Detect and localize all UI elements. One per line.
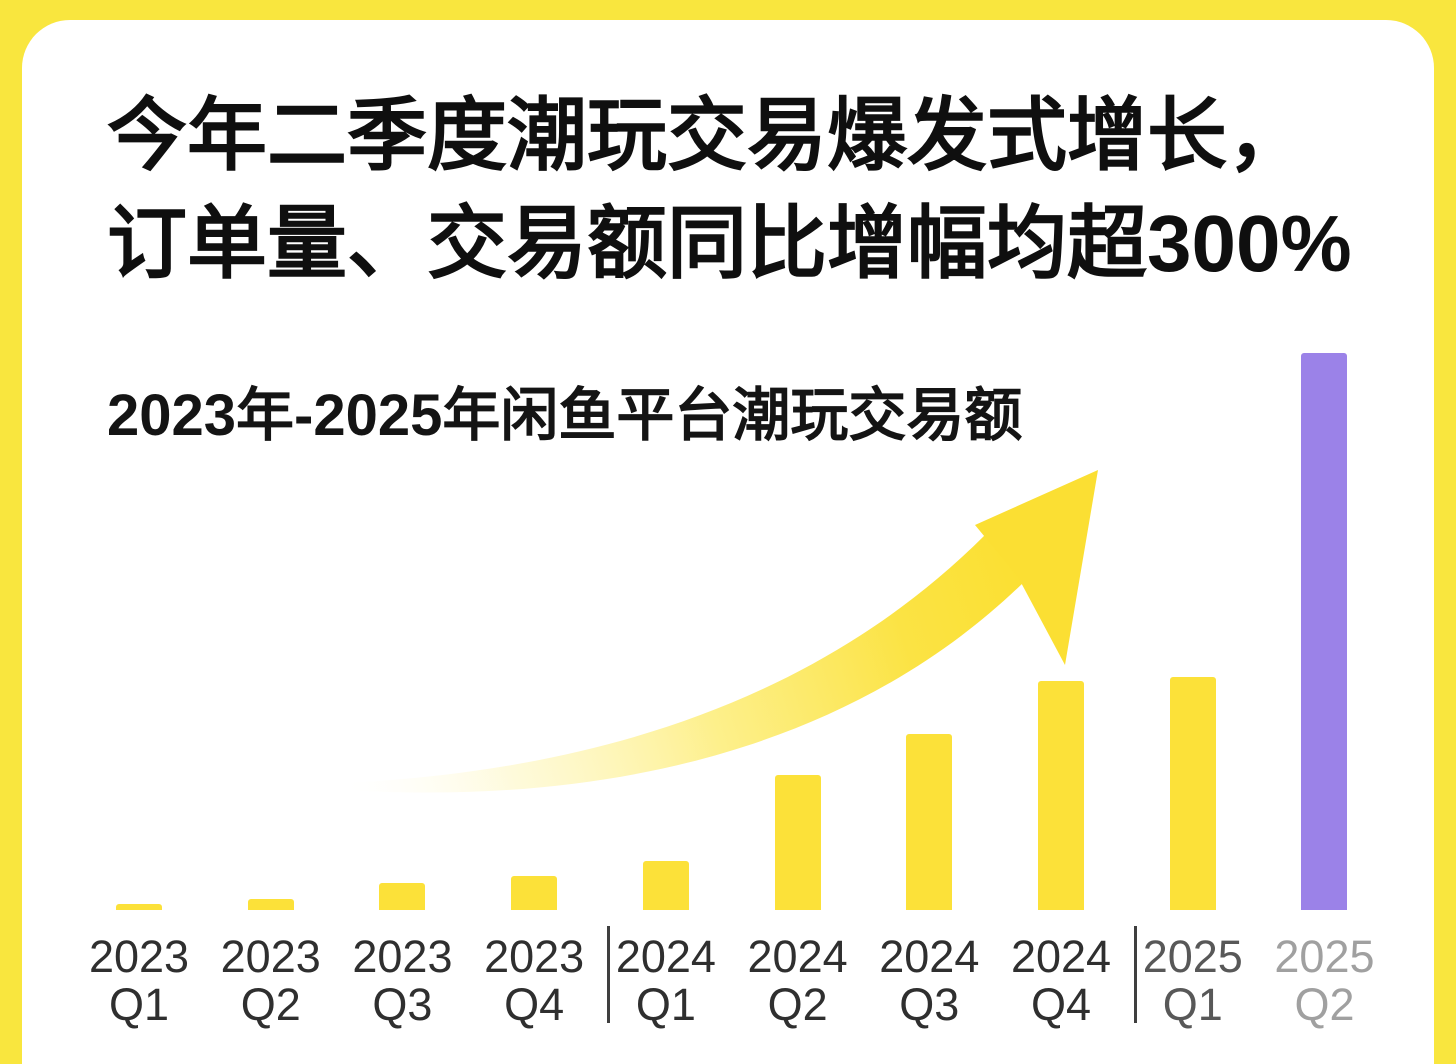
year-divider	[1133, 926, 1137, 1023]
chart-title: 2023年-2025年闲鱼平台潮玩交易额	[107, 383, 1023, 448]
bar-2024-Q1	[642, 861, 689, 910]
x-label-2024-Q3: 2024 Q3	[879, 931, 980, 1030]
page-title-line-1: 今年二季度潮玩交易爆发式增长，	[107, 91, 1307, 180]
x-label-2024-Q2: 2024 Q2	[747, 931, 848, 1030]
bar-2023-Q2	[247, 899, 294, 910]
x-label-2024-Q1: 2024 Q1	[615, 931, 716, 1030]
year-divider	[607, 926, 611, 1023]
page-title-line-2: 订单量、交易额同比增幅均超300%	[107, 199, 1352, 288]
x-label-2024-Q4: 2024 Q4	[1010, 931, 1112, 1030]
bar-2023-Q3	[379, 883, 426, 910]
bar-2024-Q3	[906, 734, 953, 910]
bar-2023-Q4	[511, 876, 558, 910]
content-card: 今年二季度潮玩交易爆发式增长， 订单量、交易额同比增幅均超300% 2023年-…	[22, 20, 1434, 1064]
x-label-2025-Q2: 2025 Q2	[1274, 931, 1375, 1030]
bar-2025-Q2	[1301, 353, 1348, 910]
bar-2024-Q2	[774, 775, 821, 910]
x-label-2025-Q1: 2025 Q1	[1142, 931, 1243, 1030]
x-label-2023-Q3: 2023 Q3	[352, 931, 453, 1030]
x-label-2023-Q1: 2023 Q1	[88, 931, 190, 1030]
bar-2024-Q4	[1038, 681, 1085, 910]
bar-2023-Q1	[116, 904, 162, 910]
page-title: 今年二季度潮玩交易爆发式增长， 订单量、交易额同比增幅均超300%	[107, 82, 1352, 298]
x-label-2023-Q4: 2023 Q4	[484, 931, 585, 1030]
bar-2025-Q1	[1169, 677, 1216, 910]
x-label-2023-Q2: 2023 Q2	[220, 931, 321, 1030]
